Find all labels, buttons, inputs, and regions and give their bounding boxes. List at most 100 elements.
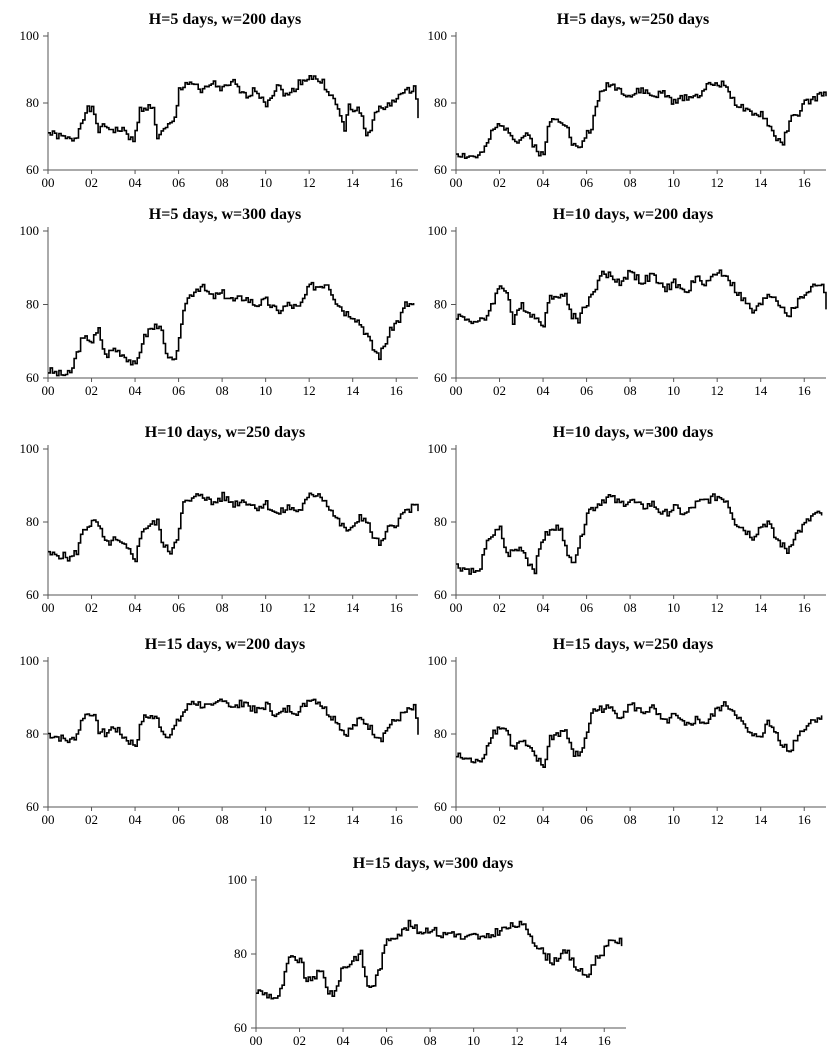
x-tick-label: 00: [42, 383, 55, 398]
series-line: [256, 919, 623, 1000]
y-tick-label: 60: [234, 1020, 247, 1035]
x-tick-label: 02: [85, 383, 98, 398]
x-tick-label: 00: [450, 812, 463, 827]
y-tick-label: 60: [434, 587, 447, 602]
x-tick-label: 14: [346, 175, 360, 190]
x-tick-label: 08: [424, 1033, 437, 1047]
series-line: [456, 493, 823, 575]
x-tick-label: 16: [798, 812, 812, 827]
chart-title: H=15 days, w=300 days: [353, 855, 513, 872]
x-tick-label: 08: [624, 175, 637, 190]
y-tick-label: 100: [20, 653, 40, 668]
x-tick-label: 12: [711, 383, 724, 398]
x-tick-label: 16: [390, 383, 404, 398]
series-line: [48, 491, 419, 563]
y-tick-label: 100: [428, 441, 448, 456]
chart-panel-4: H=10 days, w=200 days 60 80 100 00 02 04 06 08 10…: [428, 206, 827, 398]
x-tick-label: 04: [537, 383, 551, 398]
x-tick-label: 10: [467, 1033, 480, 1047]
x-tick-label: 04: [129, 175, 143, 190]
x-tick-label: 04: [337, 1033, 351, 1047]
chart-panel-3: H=5 days, w=300 days 60 80 100 00 02 04 06 08 10 1…: [20, 206, 418, 398]
chart-title: H=10 days, w=300 days: [553, 424, 713, 441]
x-tick-label: 00: [42, 812, 55, 827]
chart-panel-9: H=15 days, w=300 days 60 80 100 00 02 04 06 08 10…: [228, 855, 626, 1047]
x-tick-label: 14: [346, 600, 360, 615]
x-tick-label: 02: [85, 175, 98, 190]
x-tick-label: 00: [42, 175, 55, 190]
y-tick-label: 80: [26, 297, 39, 312]
y-tick-label: 100: [20, 28, 40, 43]
x-tick-label: 04: [537, 175, 551, 190]
x-tick-label: 04: [129, 812, 143, 827]
x-tick-label: 10: [259, 600, 272, 615]
y-tick-label: 80: [434, 726, 447, 741]
y-tick-label: 60: [26, 370, 39, 385]
x-tick-label: 02: [85, 812, 98, 827]
x-tick-label: 16: [798, 600, 812, 615]
y-tick-label: 100: [20, 441, 40, 456]
x-tick-label: 06: [580, 812, 594, 827]
chart-title: H=5 days, w=250 days: [557, 11, 709, 28]
x-tick-label: 02: [293, 1033, 306, 1047]
y-tick-label: 100: [228, 872, 248, 887]
y-tick-label: 80: [26, 95, 39, 110]
x-tick-label: 02: [493, 175, 506, 190]
y-tick-label: 60: [26, 587, 39, 602]
x-tick-label: 06: [172, 175, 186, 190]
x-tick-label: 14: [346, 383, 360, 398]
chart-panel-1: H=5 days, w=200 days 60 80 100 00 02 04 06 08 10 1…: [20, 11, 419, 190]
x-tick-label: 16: [798, 175, 812, 190]
x-tick-label: 14: [754, 383, 768, 398]
y-tick-label: 100: [428, 223, 448, 238]
x-tick-label: 04: [537, 600, 551, 615]
x-tick-label: 12: [711, 600, 724, 615]
x-tick-label: 16: [598, 1033, 612, 1047]
x-tick-label: 10: [259, 383, 272, 398]
x-tick-label: 10: [259, 175, 272, 190]
y-tick-label: 80: [434, 297, 447, 312]
y-tick-label: 80: [234, 946, 247, 961]
x-tick-label: 08: [624, 600, 637, 615]
x-tick-label: 14: [754, 175, 768, 190]
x-tick-label: 00: [42, 600, 55, 615]
y-tick-label: 60: [434, 370, 447, 385]
x-tick-label: 12: [303, 600, 316, 615]
y-tick-label: 60: [26, 799, 39, 814]
x-tick-label: 10: [667, 812, 680, 827]
series-line: [456, 80, 827, 159]
x-tick-label: 08: [216, 812, 229, 827]
chart-title: H=15 days, w=250 days: [553, 636, 713, 653]
chart-panel-5: H=10 days, w=250 days 60 80 100 00 02 04 06 08 10…: [20, 424, 419, 615]
x-tick-label: 10: [259, 812, 272, 827]
chart-title: H=10 days, w=250 days: [145, 424, 305, 441]
x-tick-label: 12: [711, 812, 724, 827]
x-tick-label: 08: [624, 812, 637, 827]
x-tick-label: 12: [303, 175, 316, 190]
y-tick-label: 60: [434, 799, 447, 814]
y-tick-label: 100: [428, 653, 448, 668]
y-tick-label: 100: [428, 28, 448, 43]
x-tick-label: 00: [250, 1033, 263, 1047]
x-tick-label: 12: [711, 175, 724, 190]
x-tick-label: 00: [450, 600, 463, 615]
x-tick-label: 10: [667, 600, 680, 615]
x-tick-label: 06: [580, 600, 594, 615]
y-tick-label: 60: [434, 162, 447, 177]
x-tick-label: 06: [172, 812, 186, 827]
x-tick-label: 04: [537, 812, 551, 827]
chart-title: H=15 days, w=200 days: [145, 636, 305, 653]
x-tick-label: 14: [554, 1033, 568, 1047]
x-tick-label: 12: [303, 812, 316, 827]
x-tick-label: 08: [216, 175, 229, 190]
y-tick-label: 80: [434, 95, 447, 110]
series-line: [48, 281, 415, 377]
x-tick-label: 06: [380, 1033, 394, 1047]
x-tick-label: 14: [754, 812, 768, 827]
chart-panel-2: H=5 days, w=250 days 60 80 100 00 02 04 06 08 10 1…: [428, 11, 827, 190]
y-tick-label: 80: [26, 514, 39, 529]
x-tick-label: 16: [798, 383, 812, 398]
y-tick-label: 60: [26, 162, 39, 177]
x-tick-label: 10: [667, 175, 680, 190]
